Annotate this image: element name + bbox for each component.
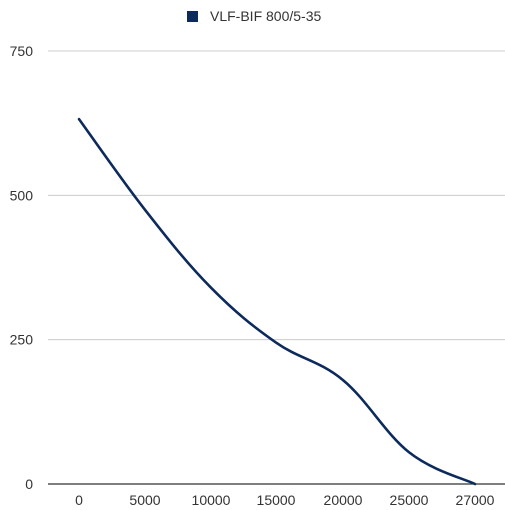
- y-tick-label-500: 500: [10, 187, 34, 203]
- legend-swatch-series-1: [187, 11, 198, 22]
- x-tick-label-27000: 27000: [456, 492, 495, 508]
- y-tick-label-250: 250: [10, 332, 34, 348]
- x-tick-label-0: 0: [75, 492, 83, 508]
- data-point-15000: [273, 340, 279, 346]
- data-point-0: [76, 116, 82, 122]
- legend: VLF-BIF 800/5-35: [187, 8, 321, 24]
- data-point-25000: [406, 449, 412, 455]
- y-axis-tick-labels: 0 250 500 750: [10, 43, 34, 492]
- x-tick-label-25000: 25000: [390, 492, 429, 508]
- data-point-27000: [472, 481, 478, 487]
- x-tick-label-15000: 15000: [257, 492, 296, 508]
- x-axis-tick-labels: 0 5000 10000 15000 20000 25000 27000: [75, 492, 495, 508]
- data-point-20000: [340, 377, 346, 383]
- x-tick-label-10000: 10000: [192, 492, 231, 508]
- x-tick-label-20000: 20000: [324, 492, 363, 508]
- legend-label-series-1: VLF-BIF 800/5-35: [210, 8, 321, 24]
- series-line-1: [79, 119, 475, 484]
- series: [76, 116, 478, 487]
- y-tick-label-0: 0: [25, 476, 33, 492]
- y-tick-label-750: 750: [10, 43, 34, 59]
- data-point-10000: [208, 285, 214, 291]
- data-point-5000: [142, 207, 148, 213]
- x-tick-label-5000: 5000: [129, 492, 160, 508]
- gridlines: [48, 51, 505, 484]
